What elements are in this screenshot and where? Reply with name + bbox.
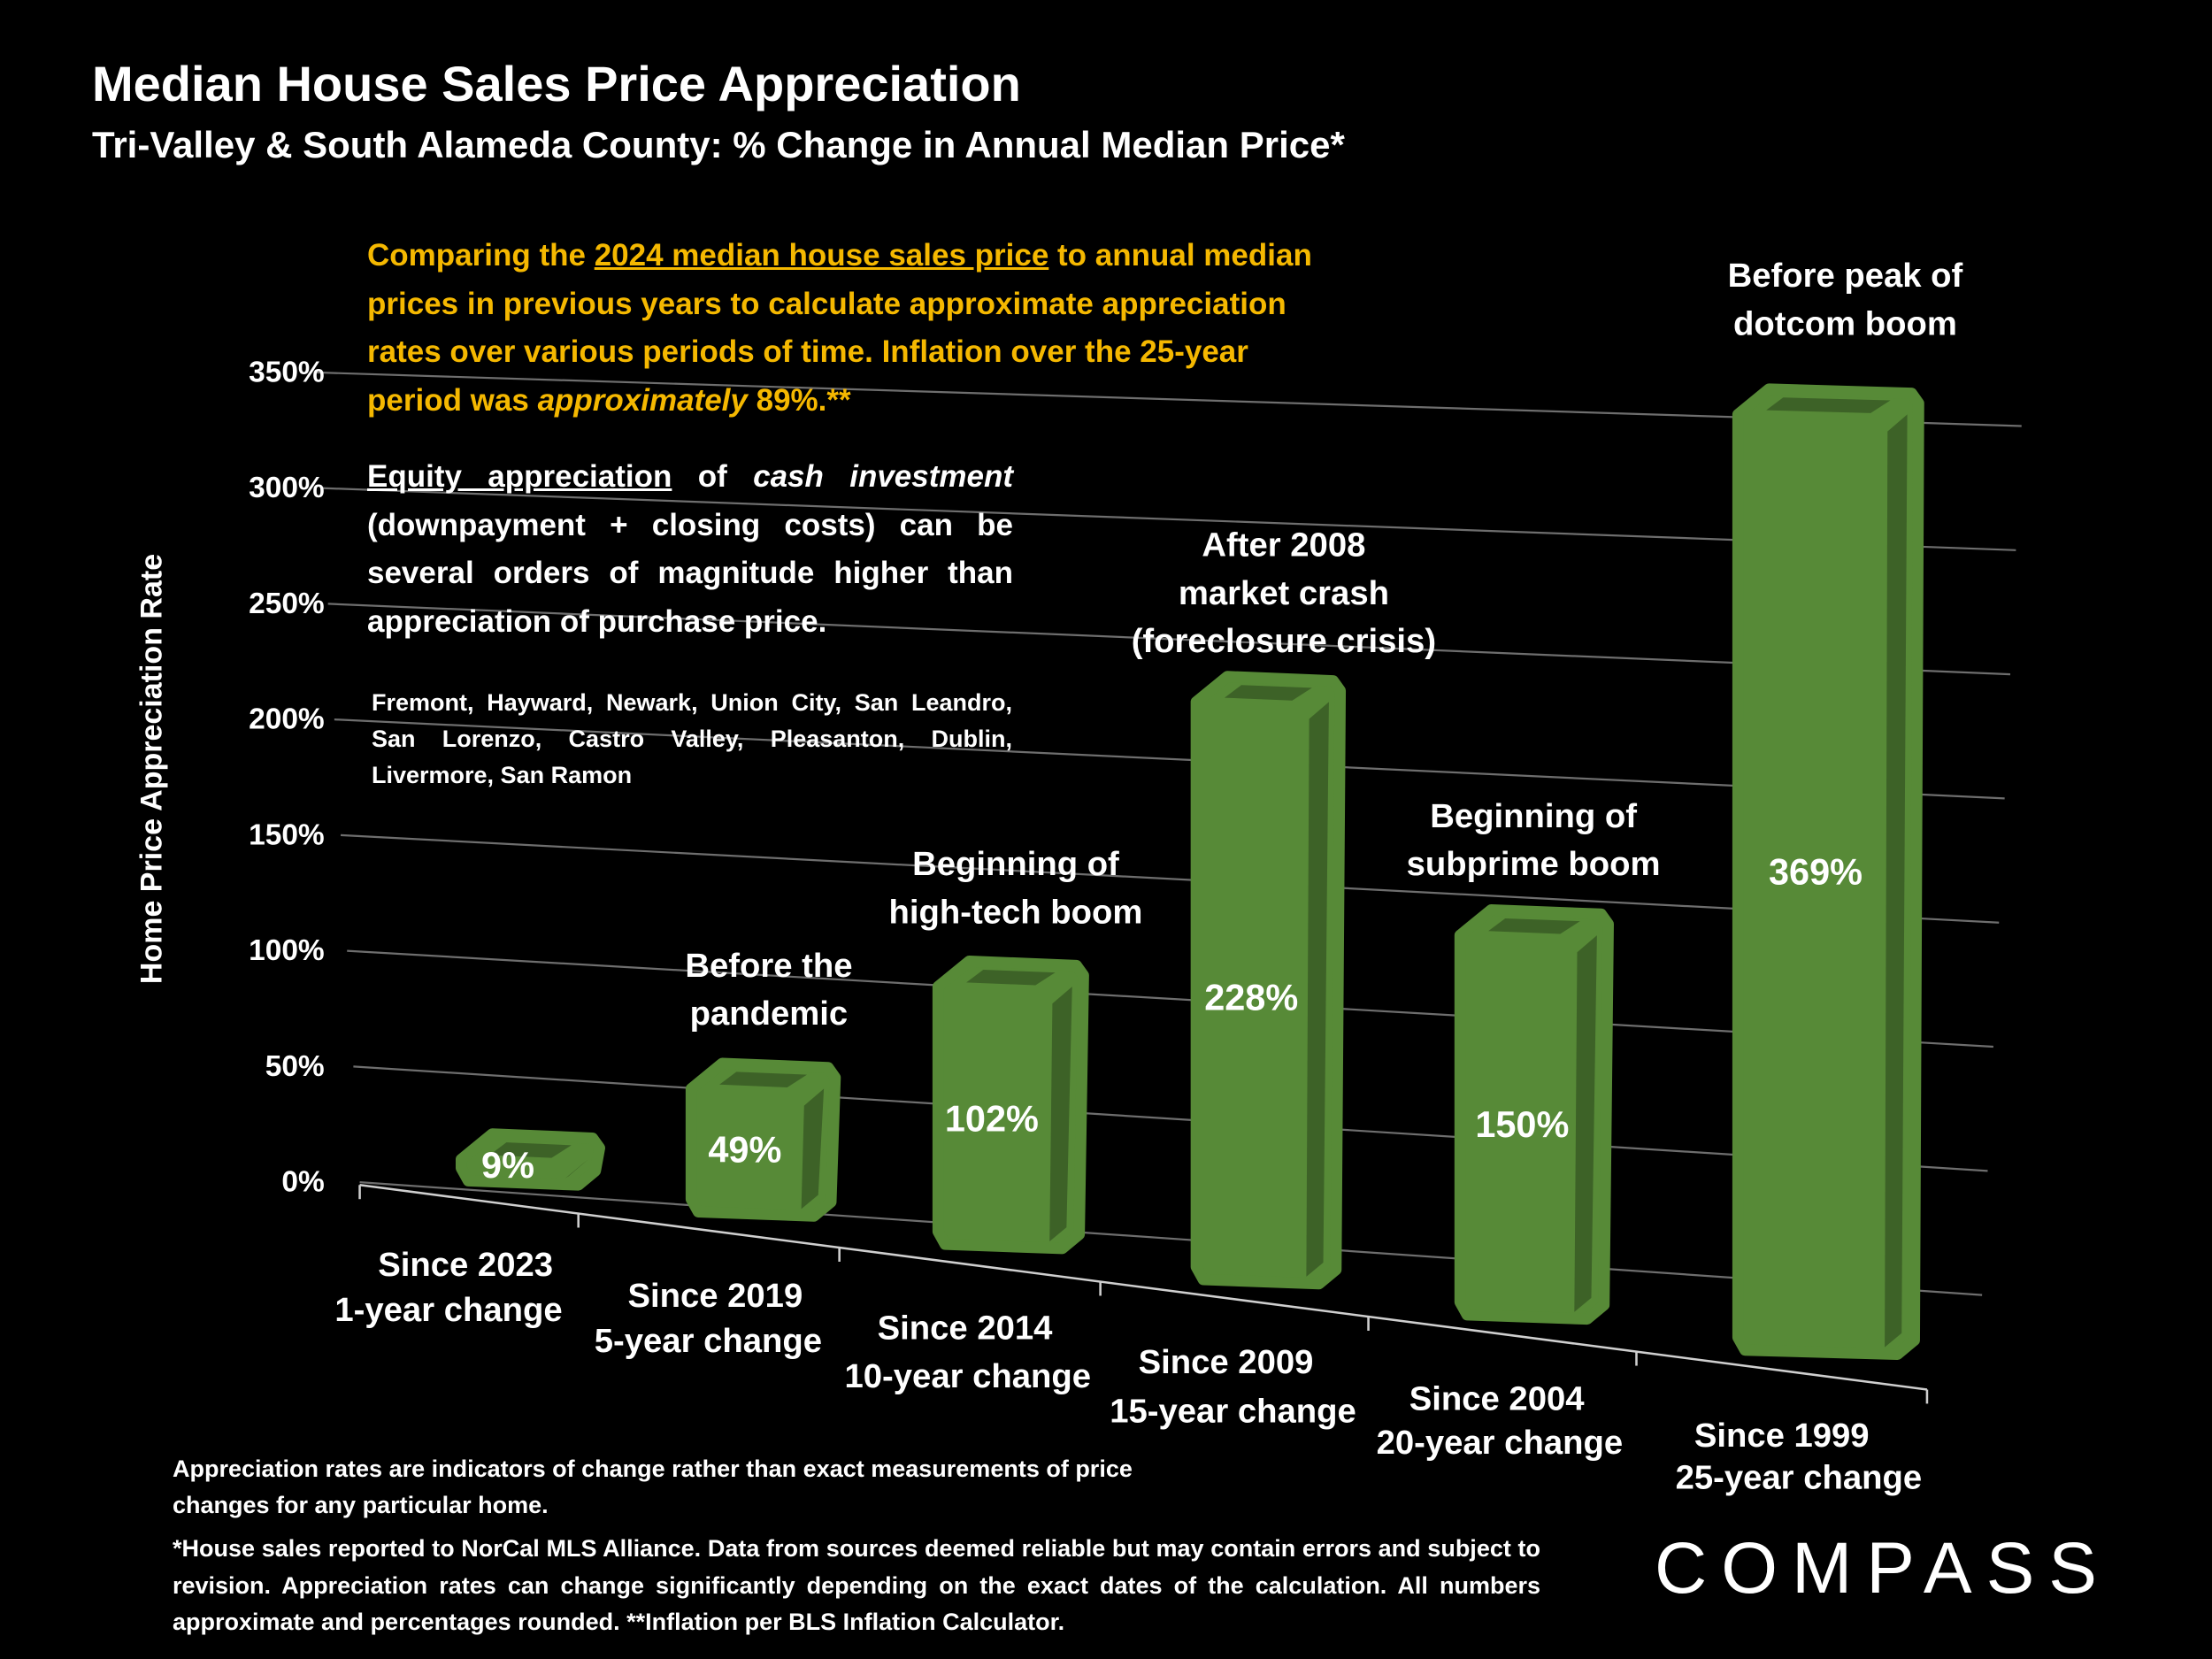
x-category-sublabel: 15-year change [1110,1393,1356,1431]
intro-text: to annual median prices in previous year… [367,238,1312,418]
data-label: 49% [708,1129,781,1171]
bar-annotation: Before the [685,947,852,985]
bar-top-face [966,969,1056,986]
gridline [334,718,2005,800]
compass-logo: COMPASS [1655,1528,2111,1609]
bar-body [1454,904,1614,1325]
intro-italic-text: approximately [537,382,748,418]
bar-body [932,956,1089,1255]
y-tick-label: 100% [249,934,325,967]
data-label: 102% [945,1097,1039,1139]
intro-underlined-text: 2024 median house sales price [594,238,1049,273]
equity-underlined-text: Equity appreciation [367,459,672,494]
equity-text: of [672,459,754,494]
y-tick-label: 0% [281,1166,324,1199]
bar-annotation: Before peak of [1728,257,1963,295]
x-category-sublabel: 5-year change [595,1322,822,1360]
data-label: 9% [481,1144,534,1186]
bar-side-face [1574,935,1597,1312]
x-category-label: Since 2009 [1139,1343,1314,1381]
x-category-sublabel: 20-year change [1377,1424,1624,1462]
gridline [340,833,2000,924]
bar-annotation: subprime boom [1407,845,1661,883]
footnote-sources: *House sales reported to NorCal MLS Alli… [173,1535,1540,1635]
bar-body [1732,383,1924,1360]
bar-side-face [565,1159,588,1179]
gridline [353,1065,1988,1172]
bar-annotation: (foreclosure crisis) [1132,622,1436,660]
bar-annotation: After 2008 [1202,526,1365,565]
bar-annotation: Beginning of [1430,797,1637,835]
x-category-label: Since 2023 [378,1246,553,1284]
bar [1190,671,1347,1290]
bar [1454,904,1614,1325]
data-label: 228% [1204,976,1298,1018]
intro-text: 89%.** [747,382,851,418]
bar [932,956,1089,1255]
bar [455,1128,605,1191]
bar-side-face [801,1088,825,1210]
footnote-disclaimer: Appreciation rates are indicators of cha… [173,1455,1133,1518]
bar-annotation: market crash [1179,574,1389,612]
x-category-label: Since 2019 [627,1277,803,1315]
bar-top-face [489,1142,572,1158]
x-category-label: Since 2014 [878,1310,1053,1348]
x-axis-line [359,1184,1928,1391]
y-tick-label: 300% [249,472,325,504]
x-category-label: Since 2004 [1409,1379,1585,1417]
chart-subtitle: Tri-Valley & South Alameda County: % Cha… [92,124,1345,165]
bar-body [685,1057,841,1222]
equity-text: (downpayment + closing costs) can be sev… [367,507,1013,639]
x-category-sublabel: 10-year change [844,1357,1091,1395]
intro-text: Comparing the [367,238,595,273]
x-category-label: Since 1999 [1694,1417,1870,1455]
cities-list: Fremont, Hayward, Newark, Union City, Sa… [372,689,1012,788]
bar-top-face [1766,397,1891,413]
bar-annotation: dotcom boom [1733,304,1957,342]
bar-side-face [1049,987,1072,1242]
data-label: 150% [1475,1103,1569,1145]
chart-title: Median House Sales Price Appreciation [92,56,1021,111]
bar-side-face [1885,414,1908,1348]
bar [1732,383,1924,1360]
y-tick-label: 350% [249,356,325,388]
bar-top-face [1224,685,1312,701]
y-tick-label: 250% [249,588,325,620]
bar-top-face [719,1071,807,1087]
y-axis-title: Home Price Appreciation Rate [134,553,169,985]
gridline-zero [359,1180,1983,1296]
gridline [347,949,1993,1048]
bar-annotation: high-tech boom [889,893,1143,931]
bar-annotation: Beginning of [912,845,1119,883]
equity-paragraph: Equity appreciation of cash investment (… [367,453,1013,646]
y-tick-label: 200% [249,703,325,736]
intro-paragraph: Comparing the 2024 median house sales pr… [367,232,1323,425]
equity-italic-text: cash investment [753,459,1013,494]
data-label: 369% [1769,850,1863,892]
bar-body [1190,671,1347,1290]
gridline [327,603,2011,676]
bar-top-face [1488,918,1580,934]
x-category-sublabel: 1-year change [334,1291,562,1329]
x-category-sublabel: 25-year change [1676,1459,1923,1497]
y-tick-label: 150% [249,818,325,851]
bar [685,1057,841,1222]
bar-annotation: pandemic [690,995,849,1033]
y-tick-label: 50% [265,1050,325,1083]
bar-side-face [1306,702,1329,1277]
